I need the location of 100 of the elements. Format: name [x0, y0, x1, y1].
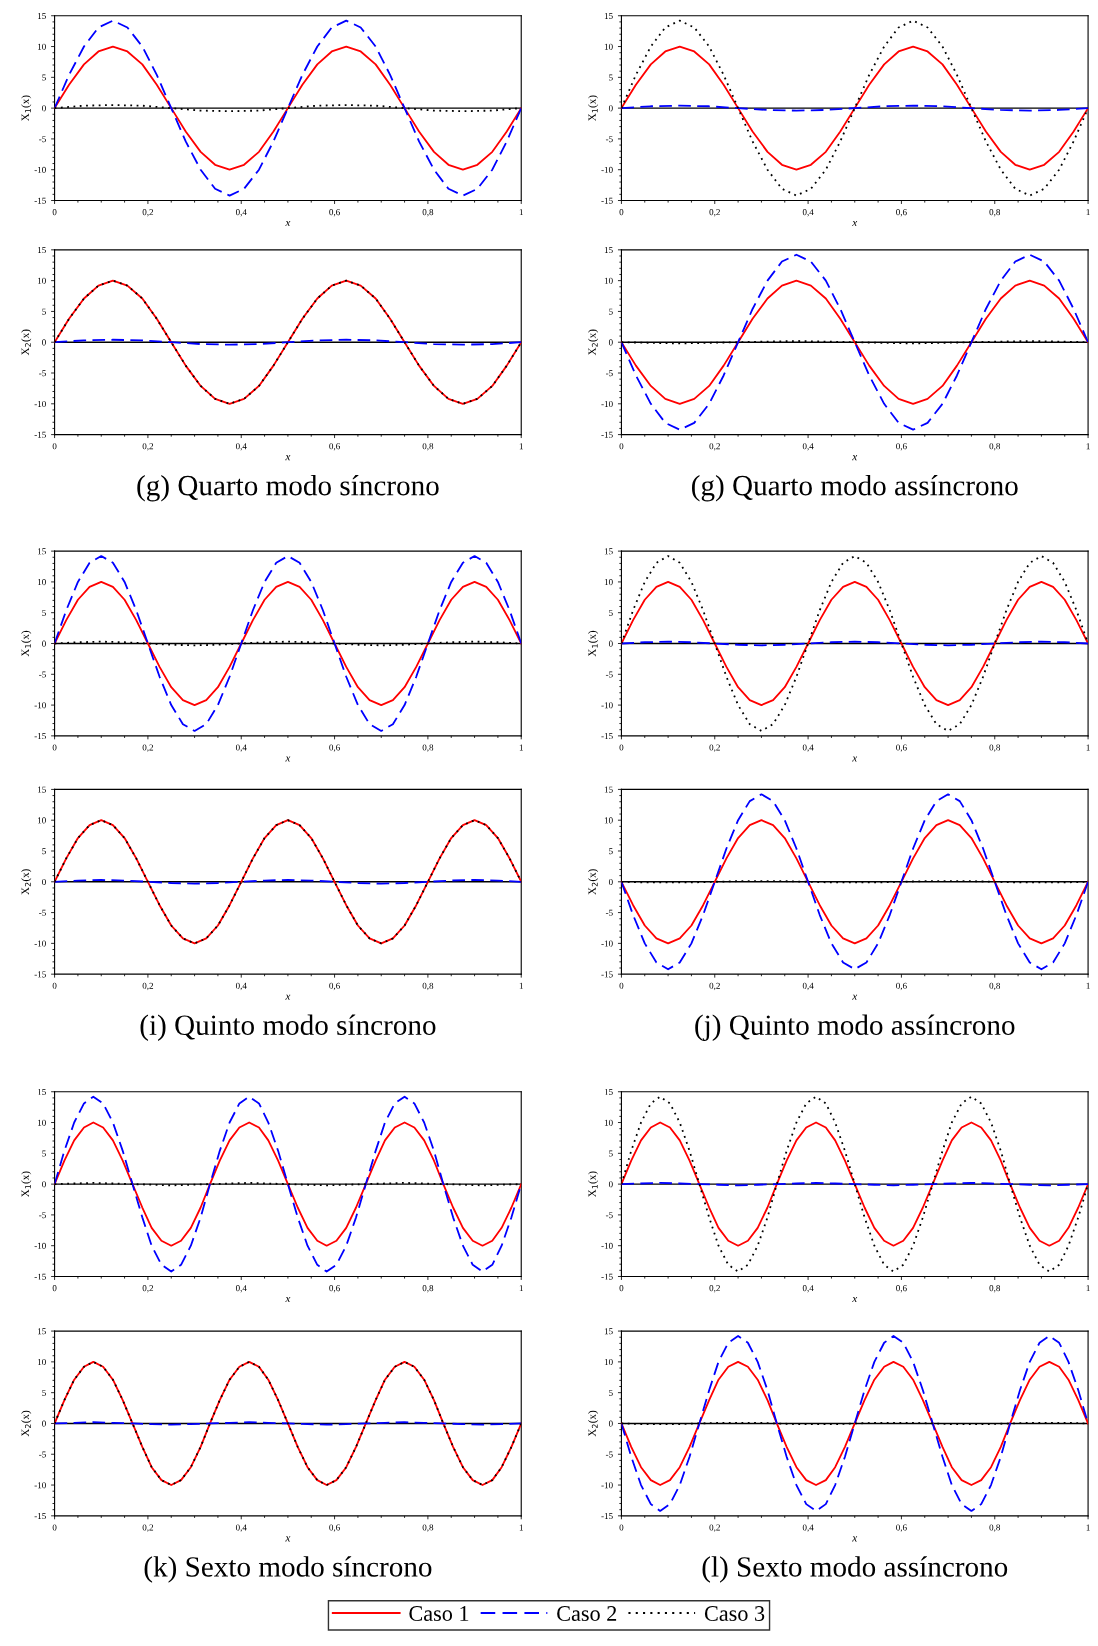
line-series	[621, 45, 1089, 171]
y-tick-label: -15	[34, 1513, 46, 1520]
y-axis-title: X$_{1}$(x)	[21, 630, 32, 657]
x-tick-label: 0,4	[802, 443, 814, 451]
y-tick-label: -15	[601, 431, 613, 438]
y-axis-title: X$_{2}$(x)	[588, 329, 599, 356]
y-tick-label: 10	[38, 277, 46, 284]
y-tick-label: 15	[604, 1328, 613, 1335]
x-tick-label: 0	[52, 209, 57, 216]
y-axis-title: X$_{2}$(x)	[21, 869, 32, 895]
x-tick-label: 1	[519, 1285, 523, 1292]
x-tick-label: 0,2	[142, 1524, 154, 1532]
x-tick-label: 1	[519, 209, 523, 216]
x-tick-label: 0,4	[235, 1285, 247, 1293]
x-axis-title: x	[852, 455, 858, 461]
line-series	[54, 45, 522, 171]
y-axis-title: X$_{1}$(x)	[21, 1171, 32, 1198]
x-tick-label: 1	[1086, 209, 1090, 216]
y-tick-label: -10	[601, 400, 613, 408]
y-tick-label: 5	[609, 1150, 613, 1157]
line-series	[621, 279, 1089, 405]
y-tick-label: -10	[34, 702, 46, 709]
y-tick-label: -10	[601, 940, 613, 947]
y-tick-label: 0	[608, 105, 613, 112]
y-tick-label: 0	[608, 878, 613, 886]
x-tick-label: 1	[1086, 982, 1090, 989]
x-tick-label: 0,2	[709, 744, 720, 752]
y-tick-label: 5	[609, 609, 613, 616]
y-tick-label: 0	[608, 1181, 613, 1188]
x-tick-label: 0	[52, 982, 57, 989]
y-tick-label: 10	[38, 43, 46, 50]
y-tick-label: -5	[605, 370, 613, 377]
y-axis-title: X$_{1}$(x)	[588, 95, 599, 122]
text: (k) Sexto modo síncrono	[144, 1556, 432, 1583]
y-tick-label: -15	[601, 971, 613, 978]
y-tick-label: -15	[601, 1273, 613, 1280]
y-tick-label: -10	[601, 1482, 613, 1489]
x-tick-label: 0	[619, 1524, 624, 1531]
y-tick-label: 5	[609, 848, 613, 855]
x-tick-label: 0,8	[422, 443, 434, 451]
x-tick-label: 0,4	[802, 744, 814, 752]
y-tick-label: -5	[605, 909, 613, 916]
x-tick-label: 1	[1086, 443, 1090, 450]
y-tick-label: -10	[34, 400, 46, 408]
y-tick-label: -15	[34, 197, 46, 204]
y-tick-label: -10	[34, 940, 46, 947]
y-tick-label: -5	[39, 136, 46, 143]
x-tick-label: 0	[619, 982, 624, 989]
text: (j) Quinto modo assíncrono	[695, 1014, 1015, 1041]
x-tick-label: 0	[52, 443, 57, 450]
x-tick-label: 0,8	[989, 443, 1001, 451]
y-tick-label: 10	[604, 43, 613, 50]
x-axis-title: x	[285, 221, 291, 227]
y-tick-label: -5	[605, 1212, 613, 1219]
line-series	[621, 1360, 1089, 1486]
x-tick-label: 0,2	[142, 982, 154, 991]
x-axis-title: x	[285, 994, 291, 1000]
x-tick-label: 0	[52, 1524, 57, 1531]
x-axis-title: x	[285, 455, 291, 461]
x-tick-label: 0,8	[422, 209, 434, 217]
x-tick-label: 0,2	[709, 982, 720, 991]
y-tick-label: -15	[34, 431, 46, 438]
x-tick-label: 0	[619, 1285, 624, 1292]
y-tick-label: 10	[604, 1359, 613, 1366]
y-tick-label: 0	[42, 105, 46, 112]
x-tick-label: 1	[519, 982, 523, 989]
legend-label: Caso 1	[409, 1606, 469, 1621]
y-tick-label: 10	[38, 1359, 46, 1366]
y-axis-title: X$_{2}$(x)	[588, 1410, 599, 1437]
x-tick-label: 1	[519, 1524, 523, 1531]
y-tick-label: 10	[604, 817, 613, 824]
y-tick-label: 0	[608, 640, 613, 647]
x-tick-label: 0,4	[802, 982, 814, 991]
y-tick-label: -15	[34, 971, 46, 978]
x-tick-label: 0,6	[329, 982, 340, 991]
y-tick-label: 10	[604, 1119, 613, 1126]
y-tick-label: 10	[604, 579, 613, 586]
y-tick-label: 15	[38, 1088, 46, 1095]
x-tick-label: 0,4	[235, 982, 247, 991]
x-tick-label: 0	[619, 443, 624, 450]
text: (g) Quarto modo assíncrono	[692, 474, 1018, 502]
x-tick-label: 1	[519, 443, 523, 450]
x-axis-title: x	[852, 1297, 858, 1303]
x-axis-title: x	[285, 1297, 291, 1303]
y-axis-title: X$_{1}$(x)	[588, 630, 599, 657]
x-tick-label: 0,4	[235, 744, 247, 752]
x-axis-title: x	[852, 994, 858, 1000]
line-series	[621, 253, 1089, 431]
y-tick-label: -5	[39, 1451, 46, 1458]
x-tick-label: 0,6	[896, 744, 907, 752]
y-tick-label: 5	[42, 1389, 46, 1396]
x-tick-label: 0,2	[709, 443, 720, 451]
x-tick-label: 1	[1086, 744, 1090, 751]
y-tick-label: -5	[39, 1212, 46, 1219]
y-tick-label: -15	[601, 197, 613, 204]
x-tick-label: 0,8	[422, 1524, 434, 1532]
line-series	[54, 1095, 522, 1273]
x-tick-label: 0,6	[329, 1285, 340, 1293]
x-tick-label: 0,6	[896, 1524, 907, 1532]
y-tick-label: 0	[42, 1181, 46, 1188]
